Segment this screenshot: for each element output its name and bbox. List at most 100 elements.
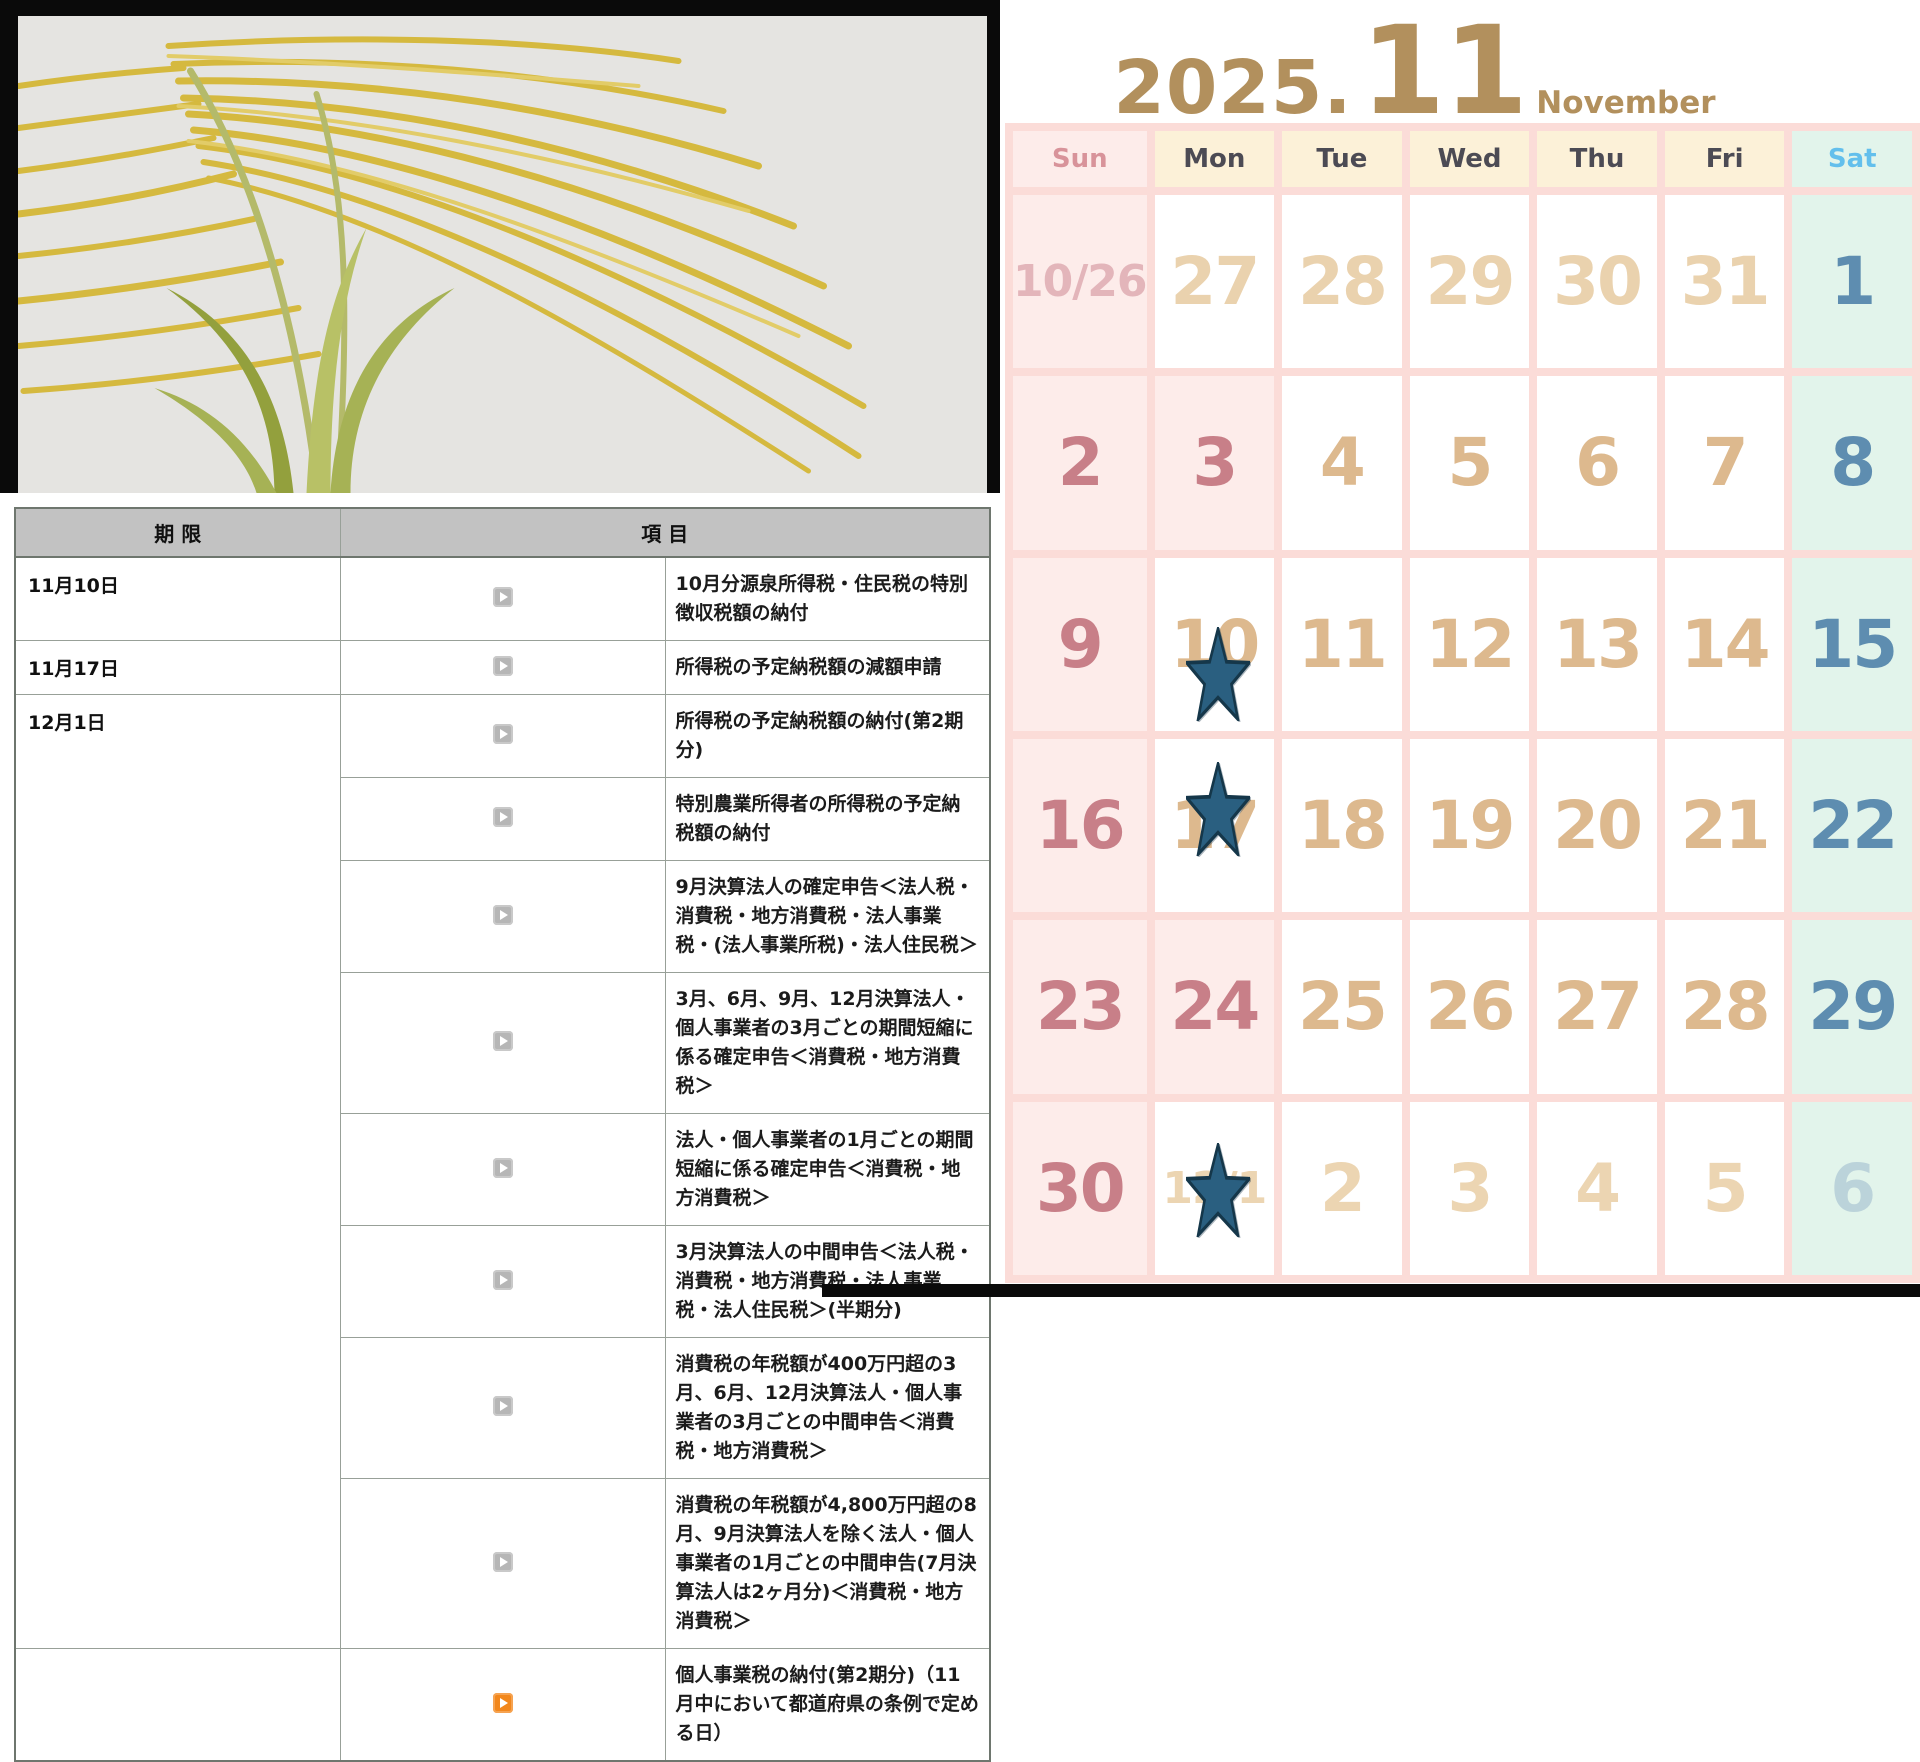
date-number: 6 [1830,1149,1876,1227]
deadline-cell: 11月10日 [14,556,341,641]
date-number: 30 [1035,1149,1126,1227]
calendar-day-cell: 11 [1282,557,1402,731]
table-row: 3月、6月、9月、12月決算法人・個人事業者の3月ごとの期間短縮に係る確定申告＜… [15,972,991,1114]
date-number: 2 [1057,424,1104,502]
item-text: 10月分源泉所得税・住民税の特別徴収税額の納付 [664,556,991,641]
arrow-bullet-icon[interactable] [492,1269,513,1290]
date-number: 5 [1702,1149,1749,1227]
table-row: 個人事業税の納付(第2期分)（11月中において都道府県の条例で定める日） [14,1648,991,1762]
date-number: 31 [1680,243,1771,321]
calendar-day-cell: 14 [1664,557,1785,731]
item-bullet-cell [339,1225,666,1338]
table-row: 特別農業所得者の所得税の予定納税額の納付 [15,777,991,861]
arrow-bullet-icon[interactable] [492,1396,513,1416]
item-bullet-cell [339,1478,666,1649]
table-row: 11月10日 10月分源泉所得税・住民税の特別徴収税額の納付 [14,556,991,641]
date-number: 3 [1192,424,1238,502]
table-header-row: 期 限 項 目 [14,507,991,558]
date-number: 11 [1297,605,1388,683]
item-text: 3月、6月、9月、12月決算法人・個人事業者の3月ごとの期間短縮に係る確定申告＜… [664,972,991,1114]
star-icon [1185,1143,1250,1238]
susuki-illustration [18,36,867,493]
date-number: 27 [1553,968,1643,1046]
arrow-bullet-icon[interactable] [492,904,513,925]
arrow-bullet-icon[interactable] [492,724,513,744]
day-header-thu: Thu [1537,131,1657,187]
arrow-bullet-icon[interactable] [492,807,513,827]
arrow-bullet-icon[interactable] [492,1551,513,1572]
calendar-day-cell: 1 [1792,195,1912,369]
date-number: 5 [1447,424,1494,502]
date-number: 19 [1425,787,1516,865]
arrow-bullet-icon[interactable] [492,587,513,607]
item-column-header: 項 目 [339,507,991,558]
calendar-day-cell: 26 [1409,920,1530,1094]
calendar-day-cell: 16 [1013,738,1147,913]
date-number: 4 [1575,1149,1621,1227]
calendar-day-cell: 10 [1154,557,1275,731]
item-text: 法人・個人事業者の1月ごとの期間短縮に係る確定申告＜消費税・地方消費税＞ [664,1113,991,1226]
item-bullet-cell [339,556,666,641]
item-text: 個人事業税の納付(第2期分)（11月中において都道府県の条例で定める日） [664,1648,991,1762]
bottom-black-bar [822,1284,1920,1297]
star-icon [1185,761,1250,856]
calendar-day-cell: 3 [1409,1101,1530,1275]
calendar-day-cell: 28 [1664,920,1785,1094]
calendar-month-number: 11 [1360,0,1529,142]
calendar-day-cell: 20 [1537,738,1657,913]
calendar-day-cell: 8 [1792,376,1912,550]
calendar-day-cell: 23 [1013,920,1147,1094]
arrow-bullet-icon[interactable] [492,1157,513,1178]
calendar-day-cell: 27 [1537,920,1657,1094]
calendar-day-cell: 9 [1013,557,1147,731]
table-row: 12月1日 所得税の予定納税額の納付(第2期分) [14,694,991,1649]
calendar-day-cell: 21 [1664,738,1785,913]
table-row: 法人・個人事業者の1月ごとの期間短縮に係る確定申告＜消費税・地方消費税＞ [15,1113,991,1226]
item-bullet-cell [339,694,666,778]
item-bullet-cell [339,1648,666,1762]
calendar-day-cell: 6 [1537,376,1657,550]
date-number: 3 [1447,1149,1494,1227]
calendar-day-cell: 29 [1409,195,1530,369]
date-number: 27 [1170,243,1260,321]
calendar-day-cell: 19 [1409,738,1530,913]
calendar-year: 2025. [1113,45,1353,131]
date-number: 29 [1425,243,1516,321]
arrow-bullet-icon[interactable] [492,1692,513,1713]
calendar-day-cell: 5 [1664,1101,1785,1275]
date-number: 8 [1830,424,1876,502]
table-row: 9月決算法人の確定申告＜法人税・消費税・地方消費税・法人事業税・(法人事業所税)… [15,860,991,973]
date-number: 30 [1553,243,1643,321]
item-text: 9月決算法人の確定申告＜法人税・消費税・地方消費税・法人事業税・(法人事業所税)… [664,860,991,973]
arrow-bullet-icon[interactable] [492,1031,513,1051]
item-text: 3月決算法人の中間申告＜法人税・消費税・地方消費税・法人事業税・法人住民税＞(半… [664,1225,991,1338]
date-number: 15 [1808,605,1898,683]
deadline-cell: 12月1日 [14,694,341,1649]
calendar-day-cell: 24 [1154,920,1275,1094]
item-text: 特別農業所得者の所得税の予定納税額の納付 [664,777,991,861]
calendar-day-cell: 30 [1013,1101,1147,1275]
day-header-sat: Sat [1792,131,1912,187]
item-bullet-cell [339,1113,666,1226]
date-number: 25 [1297,968,1388,1046]
star-icon [1185,626,1250,721]
date-number: 13 [1553,605,1643,683]
calendar-day-cell: 3 [1154,376,1275,550]
calendar-day-cell: 28 [1282,195,1402,369]
calendar-day-cell: 6 [1792,1101,1912,1275]
deadline-cell [14,1648,341,1762]
date-number: 6 [1575,424,1621,502]
date-number: 23 [1035,968,1126,1046]
item-bullet-cell [339,777,666,861]
item-bullet-cell [339,972,666,1114]
calendar-day-cell: 4 [1537,1101,1657,1275]
item-text: 消費税の年税額が4,800万円超の8月、9月決算法人を除く法人・個人事業者の1月… [664,1478,991,1649]
calendar-day-cell: 22 [1792,738,1912,913]
calendar-day-cell: 7 [1664,376,1785,550]
tax-deadline-table: 期 限 項 目 11月10日 10月分源泉所得税・住民税の特別徴収税額の納付 11月… [14,507,991,1762]
calendar-day-cell: 2 [1282,1101,1402,1275]
date-number: 10/26 [1013,256,1148,308]
calendar-day-cell: 17 [1154,738,1275,913]
calendar-day-cell: 31 [1664,195,1785,369]
arrow-bullet-icon[interactable] [492,655,513,676]
